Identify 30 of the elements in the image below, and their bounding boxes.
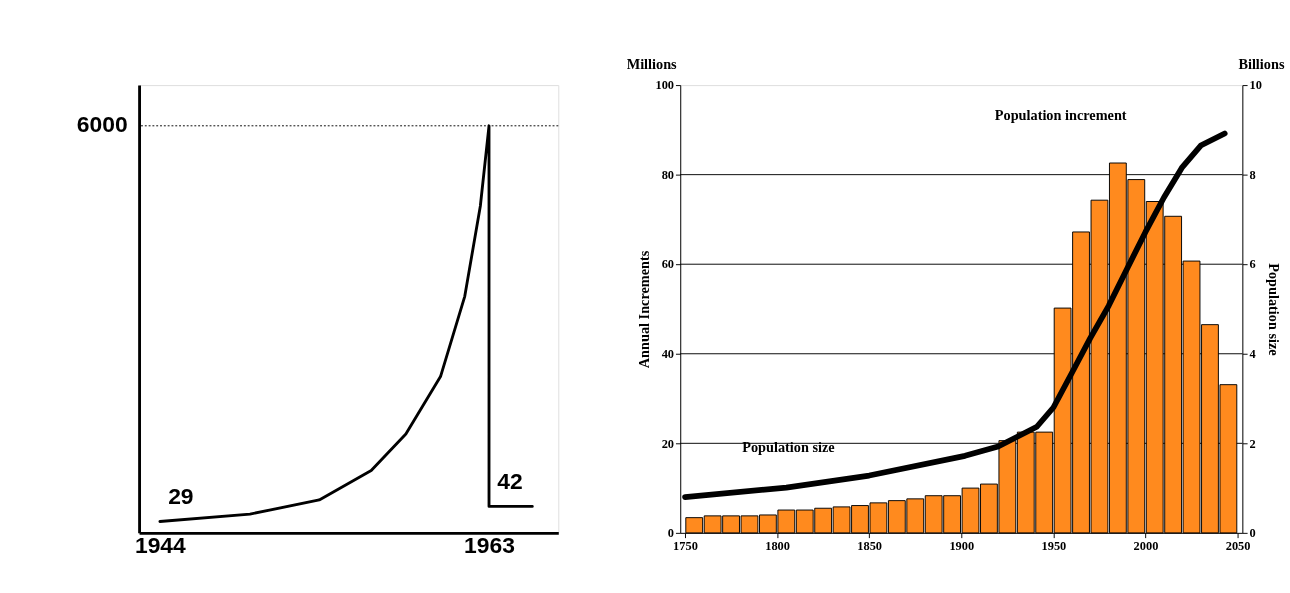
text: Millions (626, 55, 678, 72)
y-tick-label: 40 (661, 347, 675, 362)
y2-tick-label: 8 (1249, 167, 1256, 182)
y2-tick-label: 10 (1249, 78, 1262, 93)
x-tick-label: 1950 (1041, 538, 1067, 553)
text: Billions (1238, 55, 1285, 72)
x-tick-label: 2050 (1225, 538, 1251, 553)
y-tick-label: 60 (661, 257, 675, 272)
x-tick-label: 2000 (1133, 538, 1159, 553)
annotation: 42 (497, 468, 523, 495)
x-tick-label: 1800 (765, 538, 790, 553)
y2-tick-label: 2 (1249, 436, 1256, 451)
y2-tick-label: 6 (1249, 257, 1256, 272)
y2-tick-label: 0 (1249, 526, 1256, 541)
x-tick-label: 1750 (673, 538, 698, 553)
y2-axis-title: Population size (1265, 263, 1282, 356)
x-tick-label: 1850 (857, 538, 883, 553)
x-tick-label: 1900 (949, 538, 975, 553)
y-tick-label: 80 (661, 167, 675, 182)
series-label: Population size (742, 439, 835, 456)
text: 6000 (76, 111, 128, 138)
text: Population increment (994, 107, 1127, 124)
annotation: 29 (168, 483, 194, 510)
y-tick-label: 100 (655, 78, 675, 93)
y-tick-label: 0 (667, 526, 675, 541)
x-tick-label: 1963 (464, 532, 515, 559)
y2-tick-label: 4 (1249, 347, 1256, 362)
y-tick-label: 20 (661, 436, 675, 451)
x-tick-label: 1944 (134, 532, 187, 559)
y-axis-title: Annual Increments (635, 250, 652, 369)
